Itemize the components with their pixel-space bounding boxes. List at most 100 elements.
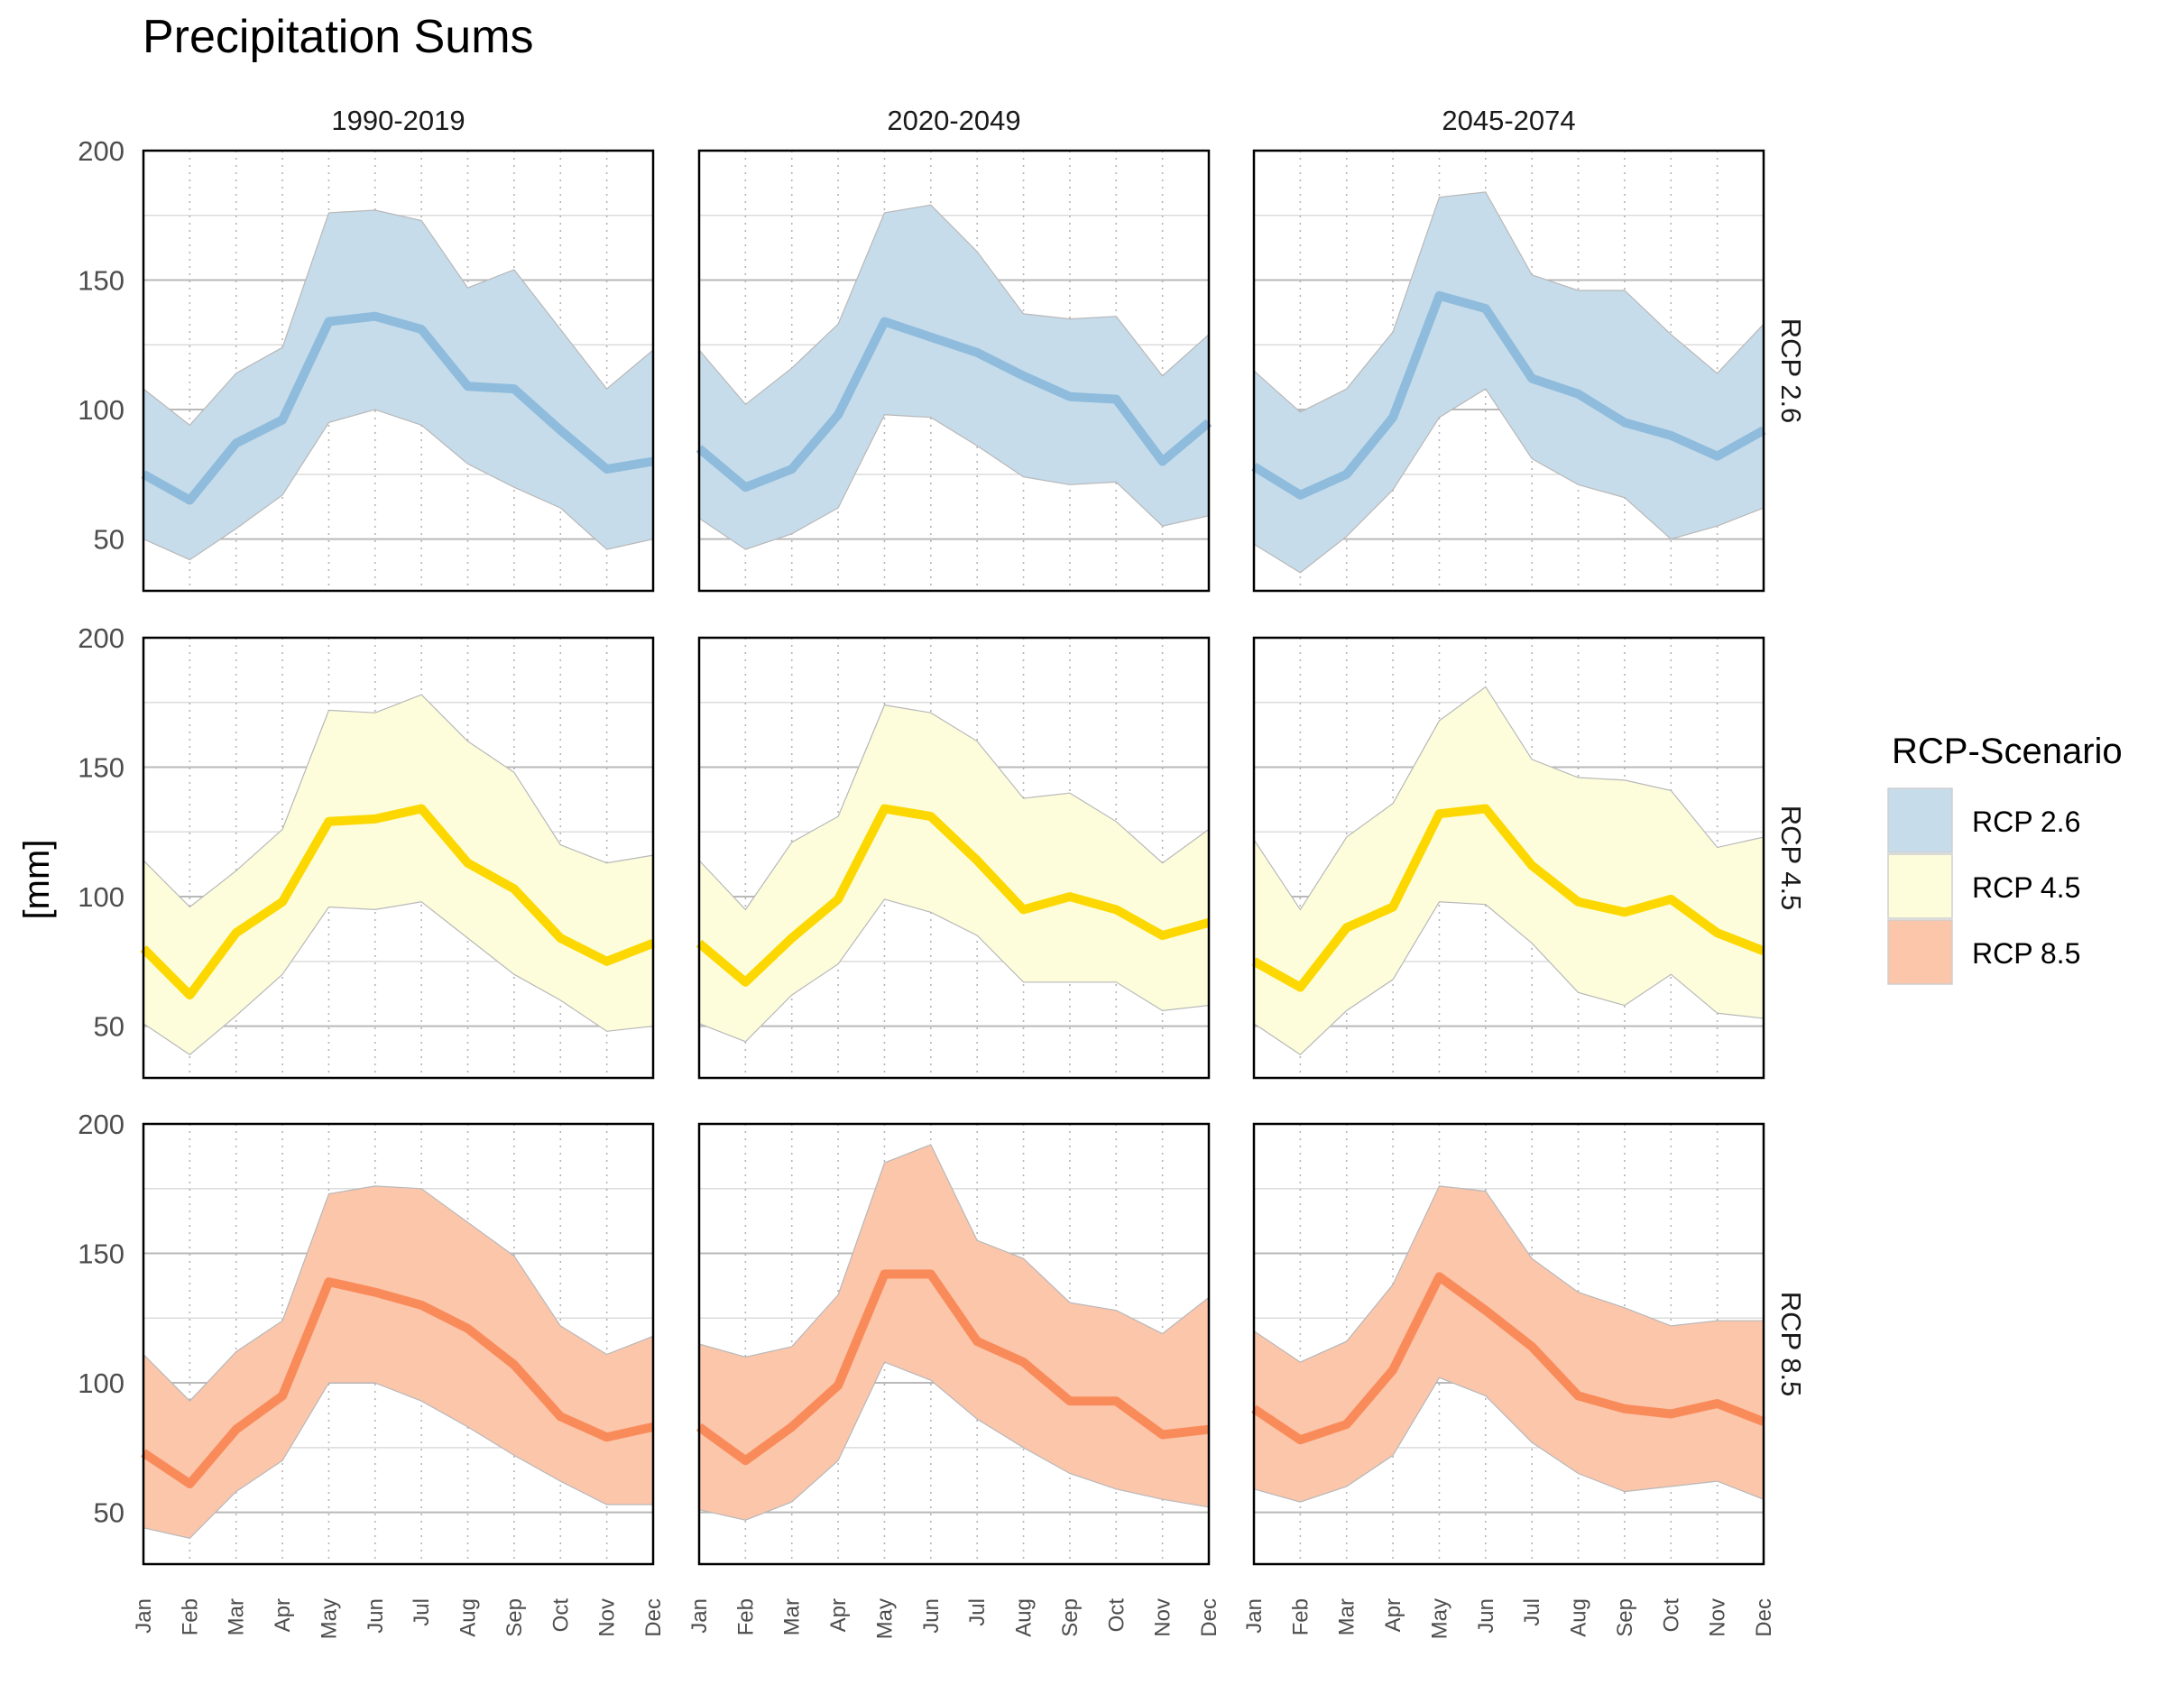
column-strip-label: 2020-2049 bbox=[887, 105, 1020, 136]
mean-line bbox=[1251, 290, 1766, 500]
x-tick-label: Oct bbox=[548, 1598, 573, 1633]
x-tick-label: May bbox=[872, 1598, 897, 1639]
row-strip-label: RCP 8.5 bbox=[1775, 1292, 1807, 1397]
x-tick-label: Apr bbox=[271, 1598, 295, 1632]
panel bbox=[140, 636, 655, 1080]
y-tick-label: 200 bbox=[78, 1109, 124, 1140]
y-tick-label: 150 bbox=[78, 265, 124, 297]
x-tick-label: Feb bbox=[1288, 1598, 1313, 1635]
range-band bbox=[143, 209, 654, 561]
panel-border bbox=[142, 149, 655, 593]
x-tick-label: Jul bbox=[410, 1598, 434, 1626]
panel bbox=[1251, 1122, 1765, 1566]
y-tick-label: 150 bbox=[78, 752, 124, 784]
mean-line bbox=[140, 804, 655, 1000]
x-tick-label: Jan bbox=[1242, 1598, 1267, 1634]
mean-line bbox=[696, 317, 1212, 493]
panel bbox=[696, 1122, 1211, 1566]
legend: RCP 2.6 RCP 4.5 RCP 8.5 bbox=[1887, 787, 2080, 985]
row-strip-label: RCP 2.6 bbox=[1775, 318, 1807, 424]
range-band bbox=[1253, 686, 1765, 1055]
x-tick-label: Sep bbox=[502, 1598, 527, 1637]
chart-title: Precipitation Sums bbox=[143, 11, 534, 63]
x-tick-label: Oct bbox=[1104, 1598, 1129, 1633]
panel-border bbox=[1252, 149, 1765, 593]
panel-border bbox=[697, 636, 1211, 1080]
x-tick-label: Jun bbox=[364, 1598, 388, 1634]
x-tick-label: Jul bbox=[1520, 1598, 1544, 1626]
panel bbox=[1251, 149, 1766, 593]
mean-line bbox=[1251, 804, 1765, 992]
x-tick-label: Jun bbox=[919, 1598, 944, 1634]
range-band bbox=[143, 694, 654, 1055]
x-tick-label: Jun bbox=[1474, 1598, 1498, 1634]
panel-border bbox=[1252, 1122, 1765, 1566]
legend-item-label: RCP 2.6 bbox=[1972, 806, 2080, 838]
x-tick-label: Oct bbox=[1659, 1598, 1683, 1633]
legend-swatch bbox=[1887, 787, 1953, 853]
x-tick-label: Nov bbox=[595, 1598, 620, 1637]
y-tick-label: 200 bbox=[78, 622, 124, 654]
x-tick-label: May bbox=[1427, 1598, 1451, 1639]
row-strip-label: RCP 4.5 bbox=[1775, 806, 1807, 911]
range-band bbox=[698, 704, 1210, 1043]
range-band bbox=[1253, 1185, 1765, 1503]
x-tick-label: Sep bbox=[1058, 1598, 1083, 1637]
y-tick-label: 50 bbox=[94, 524, 124, 556]
x-tick-label: Mar bbox=[225, 1598, 249, 1635]
panel-border bbox=[142, 636, 655, 1080]
column-strip-label: 1990-2019 bbox=[331, 105, 465, 136]
y-axis-label: [mm] bbox=[17, 840, 57, 920]
x-tick-label: Aug bbox=[1012, 1598, 1037, 1637]
x-tick-label: Mar bbox=[780, 1598, 805, 1635]
mean-line bbox=[141, 311, 654, 505]
y-tick-label: 100 bbox=[78, 394, 124, 426]
x-tick-label: Nov bbox=[1706, 1598, 1730, 1637]
panel-border bbox=[142, 1122, 655, 1566]
y-tick-label: 100 bbox=[78, 1367, 124, 1399]
y-tick-label: 50 bbox=[94, 1011, 124, 1043]
legend-swatch bbox=[1887, 919, 1953, 985]
range-band bbox=[143, 1185, 654, 1539]
range-band bbox=[1253, 191, 1765, 574]
y-tick-label: 200 bbox=[78, 135, 124, 167]
x-tick-label: Feb bbox=[178, 1598, 202, 1635]
panel bbox=[141, 149, 655, 593]
x-tick-label: Mar bbox=[1335, 1598, 1359, 1635]
panel bbox=[141, 1122, 655, 1566]
legend-title: RCP-Scenario bbox=[1892, 732, 2123, 771]
panel bbox=[696, 636, 1211, 1080]
x-tick-label: May bbox=[317, 1598, 341, 1639]
x-tick-label: Aug bbox=[1567, 1598, 1591, 1637]
panel-border bbox=[697, 149, 1211, 593]
legend-swatch bbox=[1887, 853, 1953, 919]
x-tick-label: Apr bbox=[826, 1598, 851, 1632]
mean-line bbox=[696, 804, 1211, 987]
panel bbox=[1251, 636, 1765, 1080]
x-tick-label: Jan bbox=[132, 1598, 156, 1634]
y-tick-label: 100 bbox=[78, 881, 124, 913]
x-tick-label: Feb bbox=[733, 1598, 758, 1635]
y-tick-label: 50 bbox=[94, 1497, 124, 1529]
mean-line bbox=[141, 1277, 655, 1488]
panel bbox=[696, 149, 1212, 593]
x-tick-label: Aug bbox=[456, 1598, 481, 1637]
column-strip-label: 2045-2074 bbox=[1442, 105, 1575, 136]
range-band bbox=[698, 1144, 1210, 1521]
panel-border bbox=[1252, 636, 1765, 1080]
x-tick-label: Dec bbox=[641, 1598, 666, 1637]
panels-layer: 1990-2019 2020-2049 2045-2074 RCP 2.6 RCP 4.… bbox=[78, 105, 1807, 1639]
x-tick-label: Jan bbox=[687, 1598, 712, 1634]
x-tick-label: Jul bbox=[965, 1598, 990, 1626]
range-band bbox=[698, 204, 1210, 550]
legend-item-label: RCP 4.5 bbox=[1972, 871, 2080, 904]
mean-line bbox=[696, 1269, 1210, 1466]
x-tick-label: Sep bbox=[1613, 1598, 1637, 1637]
x-tick-label: Nov bbox=[1151, 1598, 1175, 1637]
x-tick-label: Apr bbox=[1381, 1598, 1405, 1632]
mean-line bbox=[1251, 1272, 1765, 1445]
panel-border bbox=[697, 1122, 1211, 1566]
x-tick-label: Dec bbox=[1752, 1598, 1776, 1637]
x-tick-label: Dec bbox=[1197, 1598, 1221, 1637]
